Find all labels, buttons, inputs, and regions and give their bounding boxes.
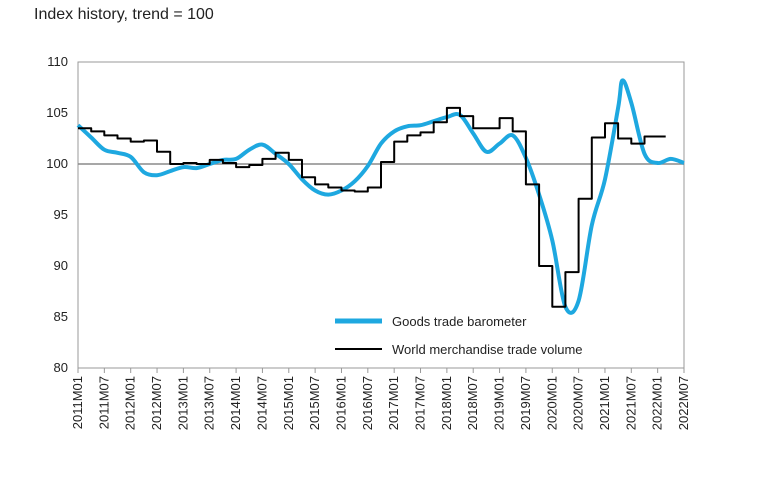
x-tick-label: 2012M01 [123, 376, 138, 430]
x-tick-label: 2014M01 [228, 376, 243, 430]
y-tick-label: 95 [54, 207, 68, 222]
x-tick-label: 2012M07 [149, 376, 164, 430]
x-tick-label: 2022M07 [676, 376, 691, 430]
y-tick-label: 90 [54, 258, 68, 273]
legend-label-barometer: Goods trade barometer [392, 314, 527, 329]
x-tick-label: 2016M01 [333, 376, 348, 430]
x-tick-label: 2019M07 [518, 376, 533, 430]
x-tick-label: 2022M01 [650, 376, 665, 430]
x-tick-label: 2020M07 [571, 376, 586, 430]
y-tick-label: 100 [46, 156, 68, 171]
x-axis: 2011M01 2011M07 2012M01 2012M07 2013M01 2013M… [70, 368, 691, 430]
x-tick-label: 2021M07 [623, 376, 638, 430]
y-axis: 80 85 90 95 100 105 110 [46, 54, 68, 375]
x-tick-label: 2018M07 [465, 376, 480, 430]
plot-frame [77, 61, 685, 369]
x-tick-label: 2011M01 [70, 376, 85, 429]
series-layer [76, 78, 685, 315]
y-tick-label: 85 [54, 309, 68, 324]
x-tick-label: 2017M07 [413, 376, 428, 430]
x-tick-label: 2013M07 [202, 376, 217, 430]
series-line-trade-volume [78, 106, 666, 308]
series-line-barometer [76, 78, 685, 315]
y-tick-label: 105 [46, 105, 68, 120]
x-tick-label: 2015M01 [281, 376, 296, 430]
x-tick-label: 2016M07 [360, 376, 375, 430]
x-tick-label: 2021M01 [597, 376, 612, 430]
x-tick-label: 2017M01 [386, 376, 401, 430]
x-tick-label: 2015M07 [307, 376, 322, 430]
x-tick-label: 2011M07 [96, 376, 111, 429]
x-tick-label: 2013M01 [175, 376, 190, 430]
legend-label-trade-volume: World merchandise trade volume [392, 342, 583, 357]
legend: Goods trade barometer World merchandise … [335, 314, 583, 357]
x-tick-label: 2014M07 [254, 376, 269, 430]
x-tick-label: 2019M01 [492, 376, 507, 430]
chart-title: Index history, trend = 100 [34, 6, 214, 23]
y-tick-label: 80 [54, 360, 68, 375]
x-tick-label: 2018M01 [439, 376, 454, 430]
x-tick-label: 2020M01 [544, 376, 559, 430]
y-tick-label: 110 [47, 54, 68, 69]
